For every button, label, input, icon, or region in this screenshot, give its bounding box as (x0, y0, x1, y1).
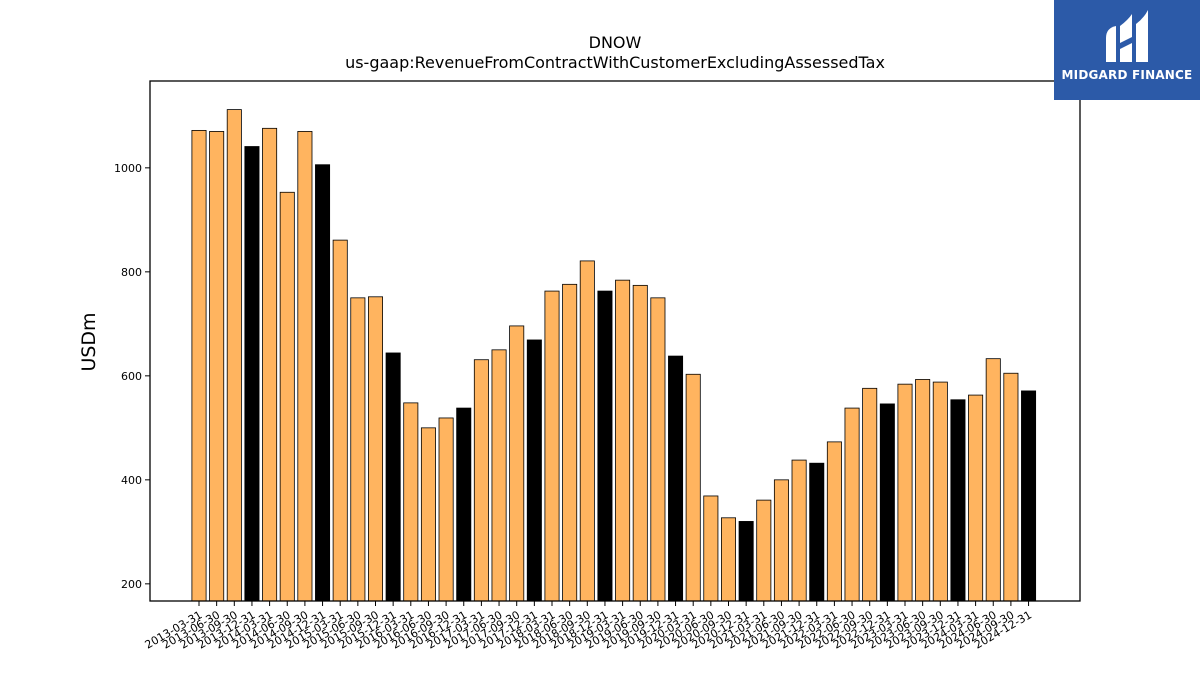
bar (668, 355, 684, 602)
bar (862, 387, 878, 602)
bar (509, 325, 525, 602)
bar (385, 352, 401, 602)
logo: MIDGARD FINANCE (1054, 0, 1200, 100)
bar (456, 407, 472, 602)
y-axis-label: USDm (78, 312, 100, 371)
y-tick-label: 800 (121, 266, 142, 279)
bar (191, 129, 207, 602)
bar (597, 290, 613, 602)
bar (756, 499, 772, 602)
bar (844, 407, 860, 602)
logo-text: MIDGARD FINANCE (1061, 68, 1193, 82)
bar (226, 109, 242, 602)
midgard-logo-icon (1106, 10, 1148, 62)
bar (579, 260, 595, 602)
chart-title: DNOW (589, 33, 642, 52)
bar (632, 284, 648, 602)
bar (703, 495, 719, 602)
bar (526, 339, 542, 602)
bar (279, 191, 295, 602)
bar (262, 127, 278, 602)
y-tick-label: 200 (121, 578, 142, 591)
bar (615, 279, 631, 602)
bar (491, 349, 507, 602)
bar (1003, 372, 1019, 602)
bar (950, 399, 966, 602)
bar (809, 462, 825, 602)
bar (332, 239, 348, 602)
bar (209, 131, 225, 602)
plot-frame (149, 80, 1081, 602)
bar (1021, 390, 1037, 602)
bar (438, 417, 454, 602)
bar (985, 358, 1001, 602)
bar (932, 381, 948, 602)
bar (315, 164, 331, 602)
bar (350, 297, 366, 602)
bar (403, 402, 419, 602)
bar (721, 517, 737, 602)
bar (879, 403, 895, 602)
bar (915, 379, 931, 602)
bar (738, 521, 754, 602)
bar (562, 283, 578, 602)
y-tick-label: 1000 (114, 162, 142, 175)
bar (685, 373, 701, 602)
bar (367, 296, 383, 602)
bar (473, 359, 489, 602)
chart-subtitle: us-gaap:RevenueFromContractWithCustomerE… (345, 53, 885, 72)
bar (826, 441, 842, 602)
y-tick-label: 400 (121, 474, 142, 487)
bar (897, 383, 913, 602)
y-tick-label: 600 (121, 370, 142, 383)
bar (297, 131, 313, 602)
bar (244, 146, 260, 602)
bar (420, 427, 436, 602)
bar (773, 479, 789, 602)
bar (650, 297, 666, 602)
bar (791, 459, 807, 602)
bar (968, 394, 984, 602)
bar (544, 290, 560, 602)
